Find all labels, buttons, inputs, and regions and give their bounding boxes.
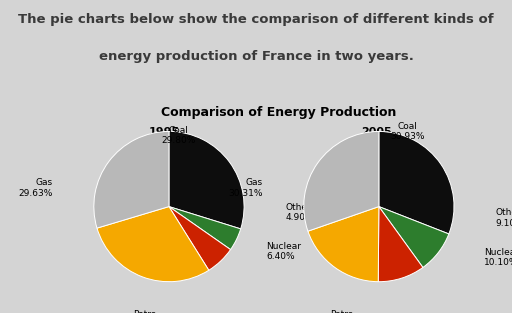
Wedge shape	[304, 131, 379, 231]
Wedge shape	[169, 131, 244, 229]
Wedge shape	[97, 207, 209, 282]
Text: Gas
30.31%: Gas 30.31%	[228, 178, 263, 198]
Text: Nuclear
10.10%: Nuclear 10.10%	[484, 248, 512, 267]
Text: 2005: 2005	[361, 127, 392, 137]
Wedge shape	[378, 207, 423, 282]
Text: Other
9.10%: Other 9.10%	[495, 208, 512, 228]
Text: Petro
19.55%: Petro 19.55%	[324, 310, 358, 313]
Wedge shape	[169, 207, 230, 270]
Text: The pie charts below show the comparison of different kinds of: The pie charts below show the comparison…	[18, 13, 494, 26]
Wedge shape	[379, 131, 454, 234]
Wedge shape	[94, 131, 169, 228]
Wedge shape	[379, 207, 449, 267]
Text: Gas
29.63%: Gas 29.63%	[18, 178, 53, 198]
Text: 1995: 1995	[149, 127, 180, 137]
Text: Nuclear
6.40%: Nuclear 6.40%	[267, 242, 302, 261]
Wedge shape	[308, 207, 379, 282]
Text: Petro
29.27%: Petro 29.27%	[127, 310, 162, 313]
Text: energy production of France in two years.: energy production of France in two years…	[99, 50, 413, 63]
Text: Coal
29.80%: Coal 29.80%	[161, 126, 196, 145]
Text: Other
4.90%: Other 4.90%	[285, 203, 314, 222]
Text: Comparison of Energy Production: Comparison of Energy Production	[161, 106, 397, 119]
Wedge shape	[169, 207, 241, 249]
Text: Coal
30.93%: Coal 30.93%	[390, 122, 424, 141]
